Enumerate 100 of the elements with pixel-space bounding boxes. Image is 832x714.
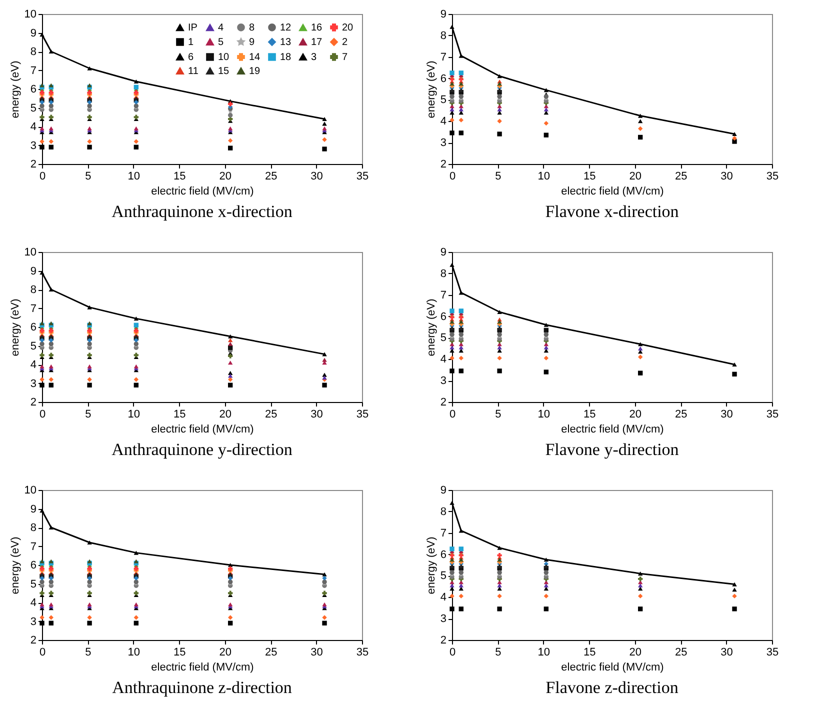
x-tick-label: 30 <box>310 646 323 658</box>
x-tick-label: 10 <box>128 170 140 182</box>
y-tick-label: 7 <box>440 289 446 302</box>
y-tick-label: 9 <box>30 27 36 40</box>
y-tick-label: 10 <box>24 8 36 20</box>
x-tick-label: 35 <box>356 408 369 420</box>
y-tick-label: 9 <box>30 265 36 278</box>
legend-label: 13 <box>280 37 292 48</box>
x-tick-label: 25 <box>674 408 688 420</box>
x-tick-label: 5 <box>85 170 92 182</box>
y-tick-label: 3 <box>30 378 36 390</box>
x-tick-label: 35 <box>356 646 369 658</box>
x-tick-label: 0 <box>449 408 456 420</box>
x-tick-label: 30 <box>720 170 733 182</box>
x-tick-label: 0 <box>39 646 46 658</box>
x-tick-label: 15 <box>584 408 596 420</box>
y-axis-title: energy (eV) <box>425 298 438 356</box>
x-tick-label: 15 <box>584 646 596 658</box>
legend-label: 11 <box>188 66 199 77</box>
legend-label: 1 <box>188 37 194 48</box>
x-tick-label: 0 <box>449 646 456 658</box>
x-tick-label: 20 <box>219 646 232 658</box>
x-tick-label: 20 <box>629 646 642 658</box>
legend-label: 14 <box>249 52 261 63</box>
legend-label: 10 <box>218 52 230 63</box>
x-tick-label: 20 <box>629 170 642 182</box>
y-tick-label: 2 <box>440 396 446 408</box>
x-tick-label: 20 <box>219 170 232 182</box>
x-tick-label: 15 <box>174 646 186 658</box>
x-tick-label: 35 <box>356 170 369 182</box>
x-tick-label: 15 <box>174 408 186 420</box>
x-tick-label: 25 <box>674 646 688 658</box>
y-tick-label: 3 <box>440 375 446 388</box>
x-tick-label: 10 <box>538 646 550 658</box>
x-axis-title: electric field (MV/cm) <box>151 662 254 674</box>
x-tick-label: 30 <box>720 408 733 420</box>
text: Flavone y-direction <box>545 440 680 459</box>
x-tick-label: 5 <box>85 646 92 658</box>
x-tick-label: 30 <box>310 408 323 420</box>
y-tick-label: 5 <box>30 340 36 352</box>
y-tick-label: 6 <box>440 548 446 561</box>
y-tick-label: 8 <box>30 46 36 58</box>
x-tick-label: 0 <box>39 408 46 420</box>
x-axis-title: electric field (MV/cm) <box>561 186 664 198</box>
y-tick-label: 10 <box>24 484 36 496</box>
legend-label: 4 <box>218 22 224 34</box>
x-tick-label: 0 <box>449 170 456 182</box>
y-axis-title: energy (eV) <box>9 60 22 118</box>
text: Flavone z-direction <box>546 678 679 697</box>
x-tick-label: 10 <box>538 170 550 182</box>
y-tick-label: 4 <box>440 354 446 366</box>
y-tick-label: 5 <box>440 332 446 344</box>
x-tick-label: 25 <box>264 408 278 420</box>
y-tick-label: 7 <box>30 302 36 315</box>
x-axis-title: electric field (MV/cm) <box>151 424 254 436</box>
x-tick-label: 10 <box>128 408 140 420</box>
y-tick-label: 7 <box>30 64 36 77</box>
y-tick-label: 6 <box>440 72 446 85</box>
legend-label: 15 <box>218 66 230 77</box>
y-tick-label: 3 <box>30 140 36 152</box>
text: Anthraquinone x-direction <box>112 202 293 221</box>
y-tick-label: 7 <box>30 540 36 553</box>
legend-label: 2 <box>342 37 348 48</box>
legend-label: 7 <box>342 52 348 63</box>
y-tick-label: 8 <box>440 30 446 42</box>
y-tick-label: 6 <box>30 84 36 96</box>
y-tick-label: 5 <box>30 578 36 590</box>
y-tick-label: 10 <box>24 246 36 258</box>
text: Anthraquinone y-direction <box>112 440 293 459</box>
y-axis-title: energy (eV) <box>9 298 22 356</box>
x-tick-label: 5 <box>495 170 502 182</box>
x-tick-label: 15 <box>584 170 596 182</box>
y-tick-label: 8 <box>440 506 446 518</box>
legend-label: 9 <box>249 37 255 48</box>
y-tick-label: 2 <box>30 396 36 408</box>
y-tick-label: 2 <box>440 634 446 646</box>
y-tick-label: 5 <box>440 94 446 106</box>
y-tick-label: 3 <box>30 616 36 628</box>
y-tick-label: 3 <box>440 137 446 150</box>
x-tick-label: 35 <box>766 170 779 182</box>
y-tick-label: 9 <box>440 246 446 258</box>
y-tick-label: 6 <box>30 560 36 572</box>
y-tick-label: 3 <box>440 613 446 626</box>
legend-label: 6 <box>188 52 194 63</box>
x-tick-label: 25 <box>264 646 278 658</box>
x-tick-label: 5 <box>495 408 502 420</box>
y-tick-label: 4 <box>440 116 446 128</box>
x-tick-label: 25 <box>674 170 688 182</box>
legend-label: IP <box>188 22 198 34</box>
x-tick-label: 30 <box>720 646 733 658</box>
text: Anthraquinone z-direction <box>112 678 292 697</box>
text: Flavone x-direction <box>545 202 680 221</box>
x-tick-label: 5 <box>495 646 502 658</box>
y-tick-label: 4 <box>30 121 36 133</box>
legend-label: 12 <box>280 22 292 34</box>
x-tick-label: 35 <box>766 408 779 420</box>
y-tick-label: 7 <box>440 51 446 64</box>
y-axis-title: energy (eV) <box>425 536 438 594</box>
y-tick-label: 6 <box>440 310 446 323</box>
y-tick-label: 5 <box>440 570 446 582</box>
